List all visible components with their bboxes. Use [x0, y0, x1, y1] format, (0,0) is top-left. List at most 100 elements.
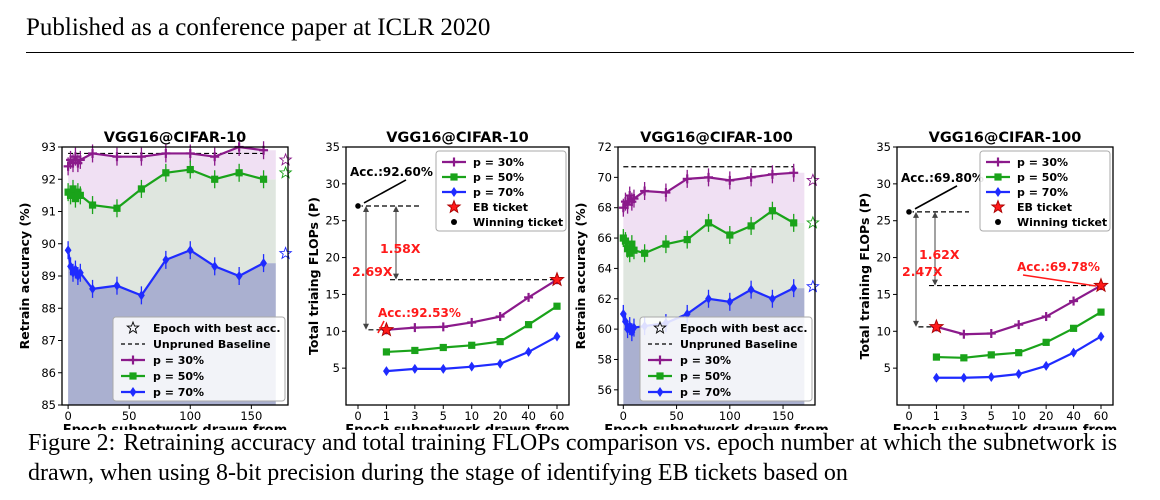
- data-point-p50: [553, 302, 561, 310]
- y-tick-label: 70: [597, 170, 612, 184]
- legend-label: Epoch with best acc.: [153, 322, 281, 335]
- annotation-eb-pointer: [1022, 274, 1097, 287]
- x-tick-label: 1: [933, 409, 940, 423]
- data-point-p50: [468, 341, 476, 349]
- x-tick-label: 0: [64, 409, 71, 423]
- caption-text: Retraining accuracy and total training F…: [28, 430, 1118, 486]
- legend: Epoch with best acc. Unpruned Baseline p =…: [112, 316, 286, 402]
- x-tick-label: 50: [122, 409, 137, 423]
- legend-label: Unpruned Baseline: [680, 338, 798, 351]
- x-tick-label: 60: [550, 409, 565, 423]
- legend-label: p = 30%: [680, 354, 731, 367]
- annotation-eb-pointer: [377, 320, 385, 334]
- data-point-p50: [768, 207, 777, 215]
- chart-2: Acc.:92.60%Acc.:92.53%1.58X2.69X51015202…: [306, 130, 570, 430]
- annotation-ratio-total: 2.47X: [902, 264, 943, 279]
- legend-label: Winning ticket: [473, 216, 563, 229]
- data-point-p50: [626, 249, 634, 257]
- data-point-p50: [88, 201, 97, 209]
- data-point-p70: [747, 284, 755, 295]
- x-tick-label: 20: [493, 409, 508, 423]
- chart-title: VGG16@CIFAR-100: [929, 130, 1082, 146]
- annotation-winning-pointer: [914, 185, 958, 210]
- legend-label: p = 30%: [1017, 156, 1068, 169]
- data-point-p50: [439, 343, 447, 352]
- data-point-p50: [628, 240, 636, 248]
- legend-box: [639, 316, 813, 402]
- legend: p = 30% p = 50% p = 70% EB ticket Winning ti…: [435, 150, 567, 232]
- legend-marker: [450, 173, 458, 181]
- annotation-ratio-total: 2.69X: [352, 264, 393, 279]
- data-point-p50: [235, 169, 243, 177]
- data-point-p50: [524, 321, 533, 329]
- y-tick-label: 64: [597, 261, 612, 275]
- eb-ticket-marker-end: [549, 271, 565, 287]
- chart-4: Acc.:69.80%Acc.:69.78%1.62X2.47X51015202…: [857, 130, 1117, 430]
- y-tick-label: 5: [884, 361, 891, 375]
- y-tick-label: 68: [597, 201, 612, 215]
- x-tick-label: 0: [354, 409, 361, 423]
- annotation-eb-acc: Acc.:69.78%: [1017, 260, 1100, 274]
- data-point-p70: [260, 258, 267, 269]
- annotation-eb-acc: Acc.:92.53%: [378, 306, 461, 320]
- data-point-p70: [439, 363, 447, 374]
- data-point-p50: [1042, 338, 1050, 346]
- data-point-p70: [705, 293, 712, 304]
- y-tick-label: 87: [41, 334, 56, 348]
- x-tick-label: 3: [411, 409, 418, 423]
- ratio-arrow-eb-head-bottom: [393, 273, 399, 280]
- y-tick-label: 15: [325, 287, 340, 301]
- legend-winning-dot: [995, 219, 1001, 225]
- y-tick-label: 72: [597, 140, 612, 154]
- data-point-p70: [89, 283, 96, 294]
- legend-box: [112, 316, 286, 402]
- y-axis-label: Retrain accuracy (%): [573, 203, 588, 350]
- y-tick-label: 91: [41, 205, 56, 219]
- data-point-p50: [623, 245, 632, 253]
- data-point-p70: [162, 254, 170, 265]
- data-point-p70: [496, 358, 504, 369]
- data-point-p70: [933, 372, 940, 383]
- best-acc-star-p30: [806, 173, 820, 187]
- x-tick-label: 40: [1066, 409, 1081, 423]
- y-tick-label: 10: [325, 324, 340, 338]
- data-point-p50: [726, 231, 734, 239]
- x-tick-label: 150: [240, 409, 262, 423]
- legend-label: p = 50%: [1017, 171, 1068, 184]
- legend: p = 30% p = 50% p = 70% EB ticket Winning ti…: [979, 150, 1111, 232]
- y-tick-label: 66: [597, 231, 612, 245]
- annotation-ratio-eb: 1.58X: [380, 241, 421, 256]
- data-point-p50: [259, 175, 268, 183]
- y-tick-label: 86: [41, 366, 56, 380]
- legend-label: p = 30%: [473, 156, 524, 169]
- plot-frame: [345, 146, 570, 406]
- x-axis-label: Epoch subnetwork drawn from: [345, 423, 570, 430]
- data-point-p50: [621, 237, 630, 245]
- data-point-p70: [553, 331, 561, 342]
- ratio-arrow-total-head-bottom: [363, 323, 369, 330]
- chart-title: VGG16@CIFAR-10: [104, 130, 247, 146]
- ratio-arrow-total-head-top: [363, 205, 369, 212]
- ratio-arrow-total-head-top: [913, 211, 919, 218]
- legend-star: [126, 320, 140, 334]
- y-tick-label: 15: [876, 287, 891, 301]
- ratio-arrow-eb-head-top: [393, 205, 399, 212]
- legend-marker: [994, 173, 1002, 181]
- annotation-winning-acc: Acc.:92.60%: [350, 165, 433, 179]
- y-tick-label: 56: [597, 383, 612, 397]
- x-axis-label: Epoch subnetwork drawn from: [63, 423, 288, 430]
- legend-label: Winning ticket: [1017, 216, 1107, 229]
- data-point-p50: [162, 169, 170, 177]
- data-point-p50: [113, 204, 121, 212]
- winning-ticket-marker: [905, 208, 913, 216]
- legend-label: EB ticket: [1017, 201, 1072, 214]
- data-point-p50: [683, 235, 691, 244]
- y-tick-label: 30: [325, 177, 340, 191]
- x-tick-label: 5: [440, 409, 447, 423]
- page-header: Published as a conference paper at ICLR …: [26, 14, 491, 41]
- y-tick-label: 88: [41, 301, 56, 315]
- x-tick-label: 50: [669, 409, 684, 423]
- eb-ticket-marker-end: [1093, 277, 1109, 293]
- annotation-winning-acc: Acc.:69.80%: [901, 171, 984, 185]
